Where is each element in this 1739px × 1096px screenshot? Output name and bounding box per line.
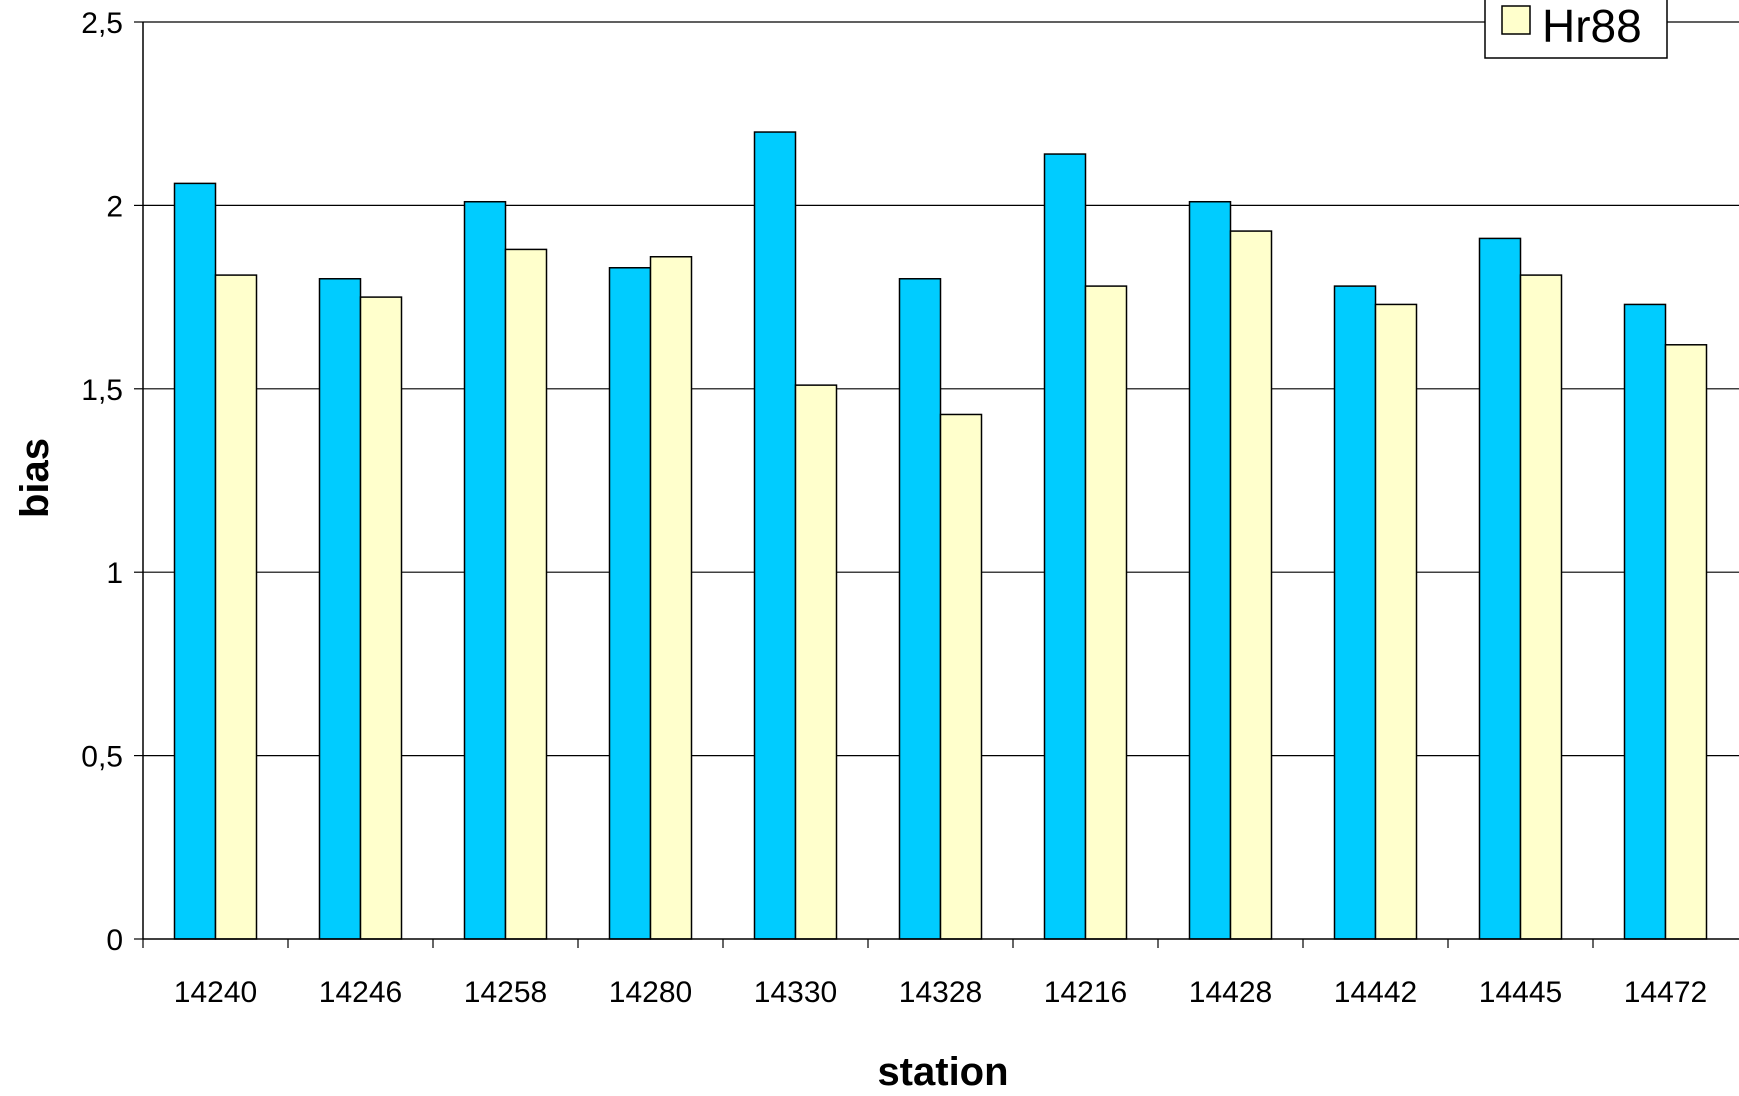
bar-series-2-14216 — [1084, 285, 1128, 940]
bar-series-2-14442 — [1374, 303, 1418, 940]
bar-series-1-14330 — [753, 131, 797, 940]
bar-series-2-14328 — [939, 413, 983, 940]
bar-series-2-14445 — [1519, 274, 1563, 940]
x-tick-label: 14330 — [754, 976, 837, 1009]
legend-label-hr88: Hr88 — [1542, 0, 1642, 52]
bar-series-1-14445 — [1478, 237, 1522, 940]
x-tick-label: 14328 — [899, 976, 982, 1009]
y-tick-label: 0 — [106, 924, 123, 957]
x-tick-label: 14246 — [319, 976, 402, 1009]
bar-series-1-14442 — [1333, 285, 1377, 940]
y-tick-label: 1 — [106, 557, 123, 590]
bar-series-2-14240 — [214, 274, 258, 940]
y-tick-label: 2,5 — [81, 7, 123, 40]
y-axis-title: bias — [13, 438, 57, 518]
bar-series-2-14280 — [649, 256, 693, 940]
bar-series-1-14472 — [1623, 303, 1667, 940]
y-tick-label: 2 — [106, 190, 123, 223]
y-tick-labels: 0 0,5 1 1,5 2 2,5 — [81, 7, 123, 957]
x-tick-label: 14240 — [174, 976, 257, 1009]
bar-series-1-14328 — [898, 278, 942, 940]
y-tick-label: 0,5 — [81, 741, 123, 774]
x-tick-label: 14280 — [609, 976, 692, 1009]
bar-series-1-14216 — [1043, 153, 1087, 940]
legend: Hr88 — [1484, 0, 1668, 59]
bars — [173, 131, 1708, 940]
bar-series-1-14280 — [608, 267, 652, 940]
bar-series-2-14258 — [504, 248, 548, 940]
x-axis-title: station — [877, 1050, 1008, 1094]
axes — [134, 21, 1739, 948]
y-tick-label: 1,5 — [81, 374, 123, 407]
bar-series-2-14428 — [1229, 230, 1273, 940]
bar-series-1-14240 — [173, 182, 217, 940]
bar-series-2-14330 — [794, 384, 838, 940]
bar-series-1-14246 — [318, 278, 362, 940]
x-tick-labels: 14240 14246 14258 14280 14330 14328 14216 14428… — [174, 976, 1707, 1009]
bar-series-1-14428 — [1188, 200, 1232, 940]
x-tick-label: 14442 — [1334, 976, 1417, 1009]
legend-swatch-hr88 — [1501, 5, 1531, 35]
x-tick-label: 14428 — [1189, 976, 1272, 1009]
bar-series-1-14258 — [463, 200, 507, 940]
bar-series-2-14246 — [359, 296, 403, 940]
bar-series-2-14472 — [1664, 344, 1708, 940]
x-tick-label: 14445 — [1479, 976, 1562, 1009]
x-tick-label: 14216 — [1044, 976, 1127, 1009]
x-tick-label: 14258 — [464, 976, 547, 1009]
x-tick-label: 14472 — [1624, 976, 1707, 1009]
